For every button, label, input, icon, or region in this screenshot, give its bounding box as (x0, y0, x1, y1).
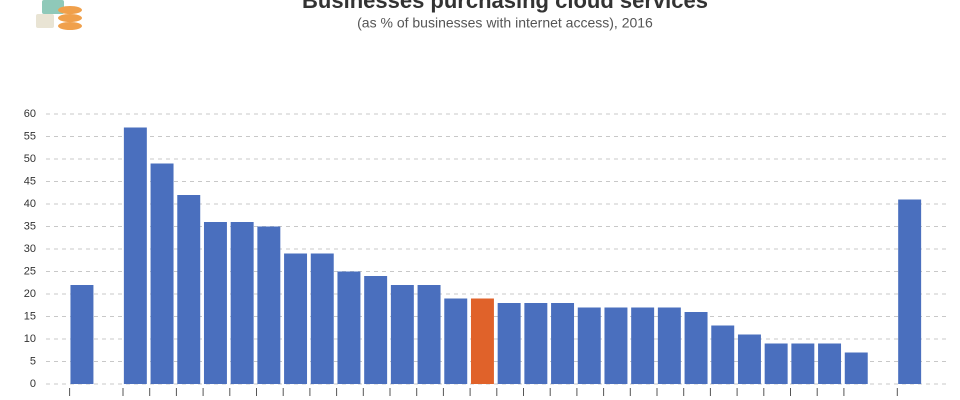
y-tick-label: 55 (24, 130, 36, 142)
y-tick-label: 35 (24, 220, 36, 232)
bar (524, 303, 548, 384)
y-tick-label: 0 (30, 378, 36, 390)
y-tick-label: 25 (24, 265, 36, 277)
bar (150, 163, 174, 384)
bar (284, 253, 308, 384)
bar (123, 127, 147, 384)
bar (764, 343, 788, 384)
y-tick-label: 5 (30, 355, 36, 367)
bar (364, 276, 388, 384)
y-tick-label: 10 (24, 333, 36, 345)
y-tick-label: 45 (24, 175, 36, 187)
bar (844, 352, 868, 384)
bar (257, 226, 281, 384)
y-tick-label: 30 (24, 243, 36, 255)
bar (657, 307, 681, 384)
chart-subtitle: (as % of businesses with internet access… (357, 15, 653, 31)
y-tick-label: 20 (24, 288, 36, 300)
bar (230, 222, 254, 384)
bar (390, 285, 414, 384)
bar (577, 307, 601, 384)
y-tick-label: 60 (24, 108, 36, 120)
bar (604, 307, 628, 384)
y-tick-label: 15 (24, 310, 36, 322)
bar (497, 303, 521, 384)
bar (417, 285, 441, 384)
bar (684, 312, 708, 384)
bar (337, 271, 361, 384)
bar (791, 343, 815, 384)
bar (310, 253, 334, 384)
logo-icon (36, 0, 82, 30)
bar (818, 343, 842, 384)
bar (711, 325, 735, 384)
bar (470, 298, 494, 384)
bar (203, 222, 227, 384)
bar (177, 195, 201, 384)
bar (631, 307, 655, 384)
bar (551, 303, 575, 384)
bar (70, 285, 94, 384)
chart-title: Businesses purchasing cloud services (302, 0, 708, 13)
bar (444, 298, 468, 384)
y-tick-label: 50 (24, 153, 36, 165)
bar (737, 334, 761, 384)
bar (898, 199, 922, 384)
y-tick-label: 40 (24, 198, 36, 210)
